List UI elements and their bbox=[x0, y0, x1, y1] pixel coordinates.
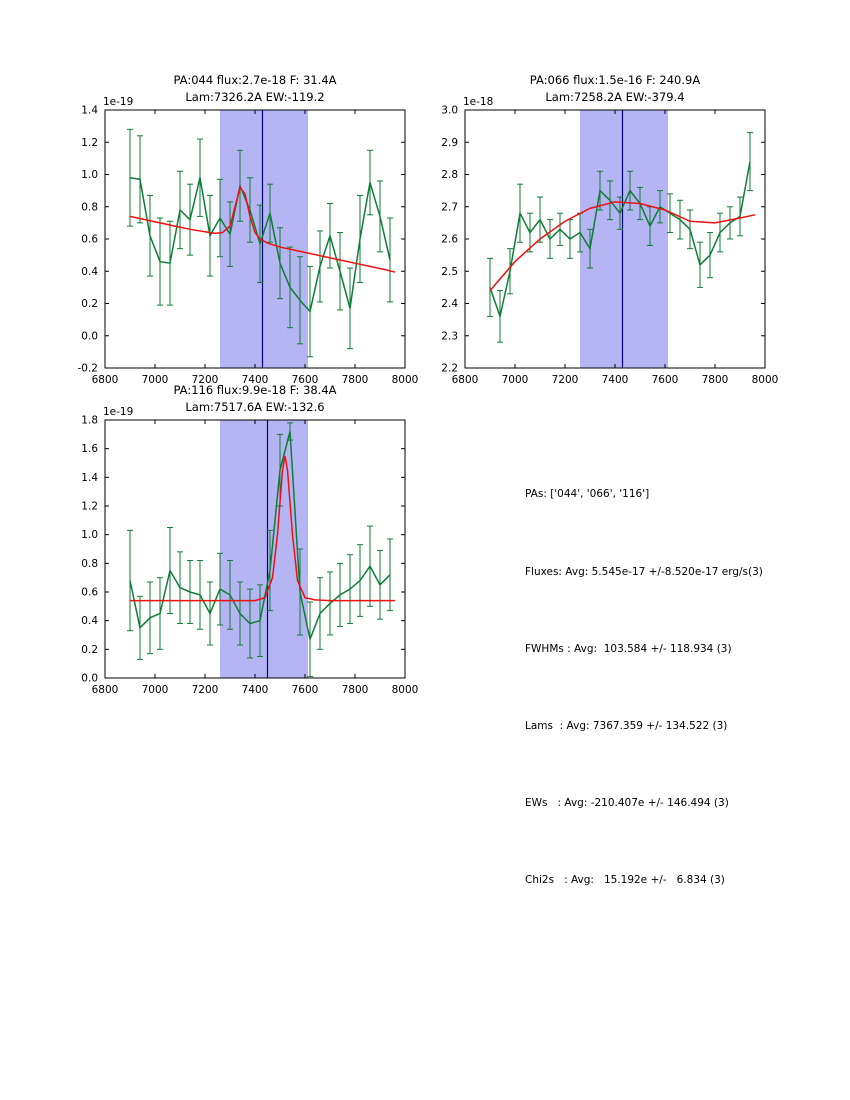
x-tick-label: 7400 bbox=[242, 684, 269, 696]
subplot-2-title-line1: PA:066 flux:1.5e-16 F: 240.9A bbox=[529, 73, 701, 87]
y-offset-label: 1e-19 bbox=[103, 96, 133, 108]
y-tick-label: 0.0 bbox=[81, 330, 98, 342]
subplot-pa066: 6800 7000 7200 7400 7600 7800 8000 2.2 2.3 2.4 2.5… bbox=[441, 96, 779, 386]
subplot-3-title-line2: Lam:7517.6A EW:-132.6 bbox=[185, 399, 325, 414]
x-tick-label: 7000 bbox=[502, 374, 529, 386]
y-offset-label: 1e-19 bbox=[103, 406, 133, 418]
x-tick-label: 7000 bbox=[142, 374, 169, 386]
x-tick-label: 7800 bbox=[702, 374, 729, 386]
fit-line bbox=[489, 201, 756, 292]
y-tick-label: 1.2 bbox=[81, 501, 98, 513]
y-tick-label: 1.4 bbox=[81, 105, 98, 117]
subplot-2-title: PA:066 flux:1.5e-16 F: 240.9A Lam:7258.2… bbox=[465, 72, 765, 105]
fit-window-band bbox=[580, 110, 668, 368]
x-tick-label: 8000 bbox=[752, 374, 779, 386]
y-tick-label: 1.6 bbox=[81, 443, 98, 455]
stats-line-lams: Lams : Avg: 7367.359 +/- 134.522 (3) bbox=[525, 719, 728, 732]
y-tick-label: 2.8 bbox=[441, 169, 458, 181]
stats-line-fluxes: Fluxes: Avg: 5.545e-17 +/-8.520e-17 erg/… bbox=[525, 565, 763, 578]
stats-line-chi2s: Chi2s : Avg: 15.192e +/- 6.834 (3) bbox=[525, 873, 725, 886]
y-tick-label: 0.0 bbox=[81, 673, 98, 685]
x-tick-label: 7800 bbox=[342, 684, 369, 696]
subplot-1-title: PA:044 flux:2.7e-18 F: 31.4A Lam:7326.2A… bbox=[105, 72, 405, 105]
x-tick-label: 7400 bbox=[242, 374, 269, 386]
stats-line-pas: PAs: ['044', '066', '116'] bbox=[525, 488, 650, 501]
y-tick-label: 0.4 bbox=[81, 615, 98, 627]
x-tick-label: 7600 bbox=[292, 374, 319, 386]
stats-line-fwhms: FWHMs : Avg: 103.584 +/- 118.934 (3) bbox=[525, 642, 732, 655]
y-tick-label: 1.8 bbox=[81, 415, 98, 427]
subplot-pa116: 6800 7000 7200 7400 7600 7800 8000 0.0 0.2 0.4 0.6… bbox=[81, 406, 419, 696]
x-tick-label: 7400 bbox=[602, 374, 629, 386]
y-tick-label: 0.6 bbox=[81, 234, 98, 246]
y-tick-label: 2.4 bbox=[441, 298, 458, 310]
data-layer bbox=[127, 128, 396, 358]
subplot-2-title-line2: Lam:7258.2A EW:-379.4 bbox=[545, 89, 685, 104]
x-tick-label: 7200 bbox=[192, 374, 219, 386]
subplot-1-title-line2: Lam:7326.2A EW:-119.2 bbox=[185, 89, 325, 104]
y-tick-label: 2.9 bbox=[441, 137, 458, 149]
fit-line bbox=[129, 185, 396, 273]
summary-stats-block: PAs: ['044', '066', '116'] Fluxes: Avg: … bbox=[525, 431, 763, 945]
y-tick-label: 2.7 bbox=[441, 201, 458, 213]
y-tick-label: 0.8 bbox=[81, 558, 98, 570]
subplot-1-title-line1: PA:044 flux:2.7e-18 F: 31.4A bbox=[173, 73, 337, 87]
x-tick-label: 7600 bbox=[292, 684, 319, 696]
y-tick-label: 2.5 bbox=[441, 266, 458, 278]
subplot-pa044: 6800 7000 7200 7400 7600 7800 8000 -0.2 0.0 0.2 0.… bbox=[78, 96, 419, 386]
x-tick-label: 8000 bbox=[392, 684, 419, 696]
x-tick-label: 7200 bbox=[552, 374, 579, 386]
y-tick-label: 2.2 bbox=[441, 363, 458, 375]
data-layer bbox=[487, 132, 756, 343]
subplot-3-title-line1: PA:116 flux:9.9e-18 F: 38.4A bbox=[173, 383, 337, 397]
y-tick-label: 1.0 bbox=[81, 529, 98, 541]
fit-window-band bbox=[220, 110, 308, 368]
x-tick-label: 8000 bbox=[392, 374, 419, 386]
data-layer bbox=[127, 422, 395, 678]
y-tick-label: 0.2 bbox=[81, 644, 98, 656]
spectrum-line bbox=[489, 161, 751, 320]
y-tick-label: 3.0 bbox=[441, 105, 458, 117]
y-tick-label: 2.6 bbox=[441, 234, 458, 246]
x-tick-label: 7800 bbox=[342, 374, 369, 386]
x-tick-label: 6800 bbox=[92, 684, 119, 696]
y-tick-label: 1.4 bbox=[81, 472, 98, 484]
x-tick-label: 6800 bbox=[452, 374, 479, 386]
y-tick-label: 1.2 bbox=[81, 137, 98, 149]
x-tick-label: 6800 bbox=[92, 374, 119, 386]
y-tick-label: 2.3 bbox=[441, 330, 458, 342]
y-tick-label: -0.2 bbox=[78, 363, 99, 375]
y-tick-label: 0.8 bbox=[81, 201, 98, 213]
x-tick-label: 7000 bbox=[142, 684, 169, 696]
stats-line-ews: EWs : Avg: -210.407e +/- 146.494 (3) bbox=[525, 796, 729, 809]
y-tick-label: 0.2 bbox=[81, 298, 98, 310]
y-tick-label: 1.0 bbox=[81, 169, 98, 181]
spectrum-line bbox=[129, 176, 391, 314]
x-tick-label: 7200 bbox=[192, 684, 219, 696]
x-tick-label: 7600 bbox=[652, 374, 679, 386]
fit-line bbox=[130, 455, 395, 602]
y-tick-label: 0.6 bbox=[81, 587, 98, 599]
y-tick-label: 0.4 bbox=[81, 266, 98, 278]
subplot-3-title: PA:116 flux:9.9e-18 F: 38.4A Lam:7517.6A… bbox=[105, 382, 405, 415]
y-offset-label: 1e-18 bbox=[463, 96, 493, 108]
spectrum-line bbox=[129, 431, 391, 642]
